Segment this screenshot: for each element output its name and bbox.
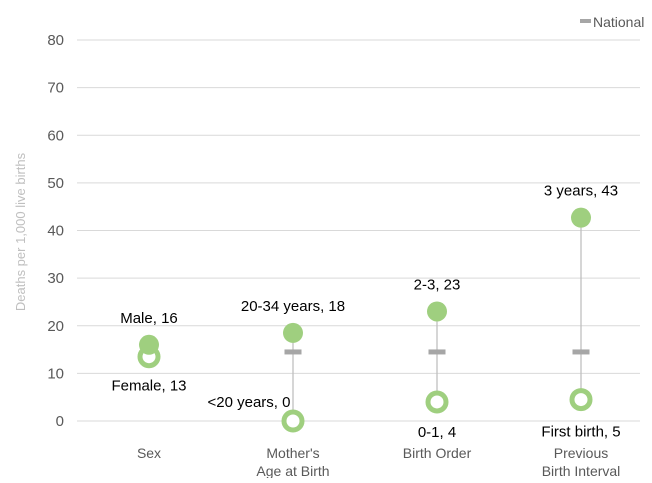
low-point-label: First birth, 5 xyxy=(541,424,620,441)
legend: National xyxy=(580,14,644,30)
data-labels: Male, 16 Female, 13 20-34 years, 18 <20 yea… xyxy=(111,183,620,441)
high-point xyxy=(139,334,159,355)
y-tick-label: 40 xyxy=(47,223,64,240)
x-category-label: Age at Birth xyxy=(256,463,329,478)
x-category-label: Birth Order xyxy=(403,445,472,461)
national-marker xyxy=(428,349,446,355)
low-point xyxy=(569,388,593,412)
y-tick-label: 70 xyxy=(47,80,64,97)
high-point-label: Male, 16 xyxy=(120,310,178,327)
x-category-label: Birth Interval xyxy=(542,463,621,478)
y-tick-label: 20 xyxy=(47,318,64,335)
data-points xyxy=(137,207,593,433)
low-point xyxy=(425,390,449,414)
national-marker xyxy=(572,349,590,355)
legend-national-label: National xyxy=(593,14,644,30)
national-marker xyxy=(284,349,302,355)
y-tick-label: 50 xyxy=(47,175,64,192)
y-axis-tick-labels: 0 10 20 30 40 50 60 70 80 xyxy=(47,32,64,430)
high-point-label: 3 years, 43 xyxy=(544,183,618,200)
high-point-label: 2-3, 23 xyxy=(414,276,461,293)
low-point-label: Female, 13 xyxy=(111,378,186,395)
national-markers xyxy=(140,349,590,355)
low-point-label: <20 years, 0 xyxy=(208,394,291,411)
x-category-label: Mother's xyxy=(266,445,319,461)
y-tick-label: 10 xyxy=(47,365,64,382)
high-point xyxy=(571,207,591,228)
y-axis-title: Deaths per 1,000 live births xyxy=(13,152,28,311)
x-category-label: Previous xyxy=(554,445,608,461)
high-point-label: 20-34 years, 18 xyxy=(241,298,345,315)
range-connectors xyxy=(148,217,582,421)
y-tick-label: 80 xyxy=(47,32,64,49)
x-axis-category-labels: Sex Mother's Age at Birth Birth Order Previo… xyxy=(137,445,621,479)
high-point xyxy=(283,322,303,343)
y-tick-label: 0 xyxy=(56,413,64,430)
high-point xyxy=(427,301,447,322)
legend-national-swatch xyxy=(580,19,591,23)
y-tick-label: 30 xyxy=(47,270,64,287)
x-category-label: Sex xyxy=(137,445,161,461)
gridlines xyxy=(77,39,640,422)
low-point xyxy=(281,409,305,433)
low-point-label: 0-1, 4 xyxy=(418,424,456,441)
y-tick-label: 60 xyxy=(47,127,64,144)
